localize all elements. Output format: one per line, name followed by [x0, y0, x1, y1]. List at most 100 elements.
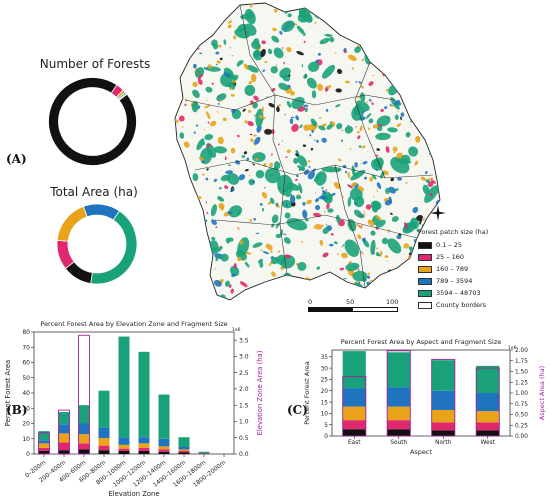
forest-patch	[284, 212, 291, 219]
forest-patch	[341, 16, 344, 20]
forest-patch	[432, 11, 435, 15]
forest-patch	[366, 35, 386, 52]
chart-title: Percent Forest Area by Aspect and Fragme…	[341, 338, 502, 346]
forest-patch	[375, 189, 378, 193]
forest-patch	[285, 3, 289, 6]
forest-patch	[405, 73, 408, 76]
forest-patch	[357, 234, 362, 240]
forest-patch	[175, 6, 178, 10]
forest-patch	[322, 64, 336, 79]
forest-patch	[175, 170, 179, 176]
forest-patch	[415, 95, 417, 97]
bar-segment	[138, 450, 150, 454]
forest-patch	[184, 227, 187, 230]
forest-patch	[213, 146, 227, 154]
forest-patch	[387, 232, 389, 234]
forest-patch	[273, 47, 284, 59]
forest-patch	[417, 62, 425, 70]
forest-patch	[182, 219, 189, 225]
forest-patch	[316, 266, 320, 270]
forest-patch	[368, 81, 374, 86]
legend-item: 0.1 – 25	[418, 239, 543, 251]
y2-tick-label: 2.0	[239, 386, 249, 393]
bar-segment	[58, 442, 70, 451]
forest-patch	[289, 118, 294, 125]
forest-patch	[289, 3, 294, 7]
forest-patch	[310, 147, 314, 151]
forest-patch	[175, 239, 183, 249]
y-tick-label: 30	[22, 405, 30, 412]
forest-patch	[215, 268, 217, 270]
forest-patch	[385, 3, 400, 14]
forest-patch	[299, 124, 303, 129]
forest-patch	[178, 165, 186, 170]
forest-patch	[403, 13, 411, 17]
forest-patch	[230, 147, 236, 154]
bar-segment	[178, 437, 190, 447]
state-outline	[174, 2, 441, 301]
forest-patch	[188, 215, 193, 221]
forest-patch	[365, 113, 372, 119]
forest-patch	[314, 21, 317, 25]
forest-patch	[237, 256, 242, 262]
forest-patch	[220, 253, 229, 262]
forest-patch	[269, 162, 274, 168]
forest-patch	[192, 81, 198, 88]
legend-item: 789 – 3594	[418, 275, 543, 287]
forest-patch	[420, 31, 422, 34]
forest-patch	[175, 5, 186, 17]
forest-patch	[224, 185, 229, 190]
forest-patch	[237, 134, 240, 138]
forest-patch	[399, 71, 405, 77]
forest-patch	[175, 218, 181, 229]
forest-patch	[436, 15, 440, 18]
forest-patch	[425, 101, 427, 104]
forest-patch	[423, 57, 440, 73]
forest-patch	[207, 121, 210, 124]
forest-patch	[321, 224, 325, 227]
forest-patch	[329, 243, 334, 247]
bar-segment	[38, 431, 50, 441]
y-axis-label: Percent Forest Area	[303, 361, 311, 425]
bar-segment	[78, 434, 90, 444]
forest-patch	[243, 151, 248, 155]
forest-patch	[231, 74, 239, 81]
forest-patch	[387, 238, 402, 254]
forest-patch	[303, 124, 310, 131]
forest-patch	[414, 111, 423, 117]
forest-patch	[271, 285, 282, 299]
forest-patch	[424, 47, 430, 52]
forest-patch	[272, 27, 277, 32]
y-tick-label: 40	[22, 390, 30, 397]
bar-segment	[98, 427, 110, 438]
forest-patch	[259, 203, 263, 206]
chart-title: Percent Forest Area by Elevation Zone an…	[40, 320, 227, 328]
forest-patch	[390, 73, 395, 77]
forest-patch	[193, 131, 196, 134]
forest-patch	[335, 88, 342, 93]
forest-patch	[250, 73, 257, 83]
bar-segment	[158, 394, 170, 439]
forest-patch	[404, 272, 409, 278]
forest-patch	[358, 8, 360, 10]
forest-patch	[175, 219, 176, 224]
forest-patch	[319, 281, 323, 285]
forest-patch	[319, 3, 322, 4]
forest-patch	[231, 188, 235, 191]
forest-patch	[324, 33, 333, 37]
forest-patch	[428, 23, 438, 35]
bar-segment	[118, 444, 130, 449]
forest-patch	[200, 73, 204, 78]
forest-patch	[359, 92, 366, 102]
forest-patch	[217, 103, 220, 105]
forest-patch	[201, 13, 203, 16]
forest-patch	[214, 12, 217, 16]
forest-patch	[282, 46, 284, 50]
y-tick-label: 5	[324, 423, 328, 429]
forest-patch	[367, 219, 375, 227]
y-tick-label: 50	[22, 375, 30, 382]
forest-patch	[211, 82, 214, 85]
forest-patch	[176, 86, 178, 89]
forest-patch	[392, 146, 398, 152]
forest-patch	[430, 179, 437, 184]
